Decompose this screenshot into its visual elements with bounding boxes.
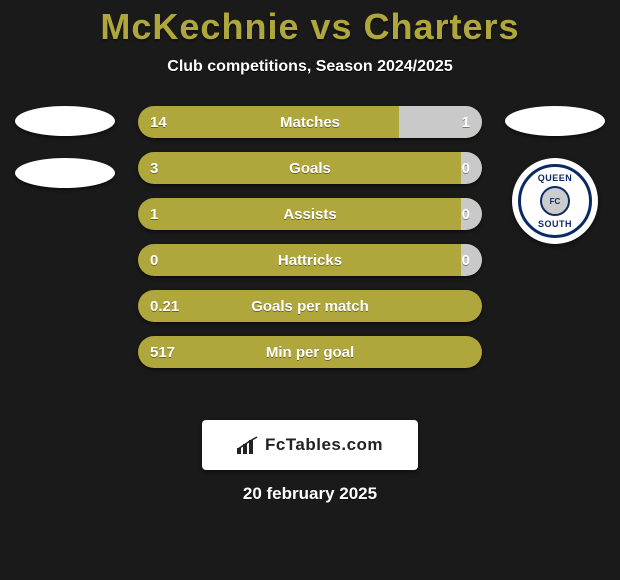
subtitle: Club competitions, Season 2024/2025 [0,58,620,76]
badge-text-bottom: SOUTH [521,219,589,229]
compare-label: Hattricks [138,244,482,276]
compare-row: 0Hattricks0 [138,244,482,276]
source-banner: FcTables.com [202,420,418,470]
date-caption: 20 february 2025 [0,484,620,504]
right-side-column: QUEEN FC SOUTH [500,106,610,244]
badge-core: FC [540,186,570,216]
club-badge: QUEEN FC SOUTH [512,158,598,244]
compare-value-right: 1 [462,106,470,138]
bars-icon [237,436,259,454]
page-title: McKechnie vs Charters [0,0,620,48]
compare-row: 0.21Goals per match [138,290,482,322]
compare-stage: 14Matches13Goals01Assists00Hattricks00.2… [0,106,620,406]
compare-row: 517Min per goal [138,336,482,368]
player-oval [505,106,605,136]
compare-bars: 14Matches13Goals01Assists00Hattricks00.2… [138,106,482,382]
compare-label: Matches [138,106,482,138]
compare-value-right: 0 [462,152,470,184]
compare-row: 3Goals0 [138,152,482,184]
player-oval [15,106,115,136]
badge-text-top: QUEEN [521,173,589,183]
banner-text: FcTables.com [265,435,383,455]
compare-value-right: 0 [462,198,470,230]
club-badge-inner: QUEEN FC SOUTH [518,164,592,238]
fctables-logo: FcTables.com [237,435,383,455]
compare-value-right: 0 [462,244,470,276]
compare-row: 1Assists0 [138,198,482,230]
player-oval [15,158,115,188]
compare-label: Goals per match [138,290,482,322]
left-side-column [10,106,120,210]
compare-label: Assists [138,198,482,230]
compare-label: Goals [138,152,482,184]
compare-row: 14Matches1 [138,106,482,138]
compare-label: Min per goal [138,336,482,368]
